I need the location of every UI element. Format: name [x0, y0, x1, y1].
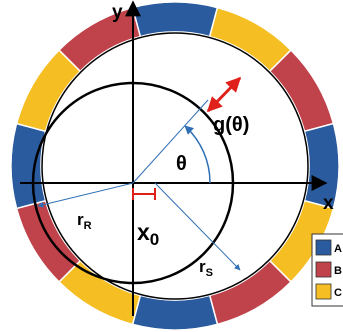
legend-swatch-b [315, 261, 332, 278]
offset-label: x0 [137, 219, 159, 249]
stator-radius-label-sub: S [206, 267, 213, 279]
rotor-radius-label-sub: R [84, 220, 92, 232]
air-gap-label: g(θ) [213, 114, 249, 136]
legend-label-a: A [334, 243, 342, 255]
offset-marker [132, 188, 156, 200]
y-axis-label: y [112, 2, 123, 23]
rotor-radius-label: rR [77, 210, 92, 232]
theta-label: θ [176, 153, 187, 175]
stator-radius-label: rS [199, 257, 213, 279]
stator-outer-circle [10, 1, 340, 331]
offset-label-sub: 0 [150, 230, 159, 249]
stator-inner-circle [41, 32, 309, 300]
legend-swatch-c [315, 283, 332, 300]
air-gap-arrow [206, 76, 242, 113]
angle-line [132, 99, 209, 184]
stator-radius-label-main: r [199, 257, 206, 276]
stator-segment-a [10, 122, 47, 210]
stator-segment-a [303, 122, 340, 210]
rotor-radius-arrow [37, 182, 134, 208]
theta-arc [184, 125, 211, 184]
rotor-radius-label-main: r [77, 210, 84, 229]
legend-swatch-a [315, 239, 332, 256]
stator-winding-ring [10, 1, 340, 331]
stator-radius-arrow [154, 182, 241, 271]
legend-label-b: B [334, 265, 342, 277]
legend-label-c: C [334, 287, 342, 299]
stator-segment-a [131, 1, 219, 38]
offset-label-main: x [137, 219, 150, 245]
stator-segment-a [131, 294, 219, 331]
phase-legend: A B C [311, 233, 343, 307]
x-axis-label: x [323, 193, 334, 214]
